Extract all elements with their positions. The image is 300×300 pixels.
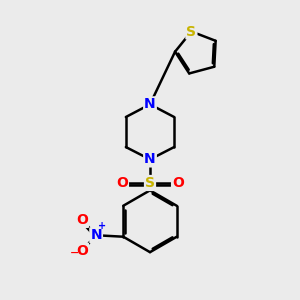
Text: −: −: [70, 248, 79, 258]
Text: S: S: [186, 25, 197, 38]
Text: N: N: [144, 152, 156, 167]
Text: N: N: [90, 228, 102, 242]
Text: S: S: [145, 176, 155, 190]
Text: O: O: [172, 176, 184, 190]
Text: O: O: [76, 213, 88, 227]
Text: +: +: [98, 221, 106, 231]
Text: O: O: [116, 176, 128, 190]
Text: O: O: [76, 244, 88, 258]
Text: N: N: [144, 98, 156, 111]
